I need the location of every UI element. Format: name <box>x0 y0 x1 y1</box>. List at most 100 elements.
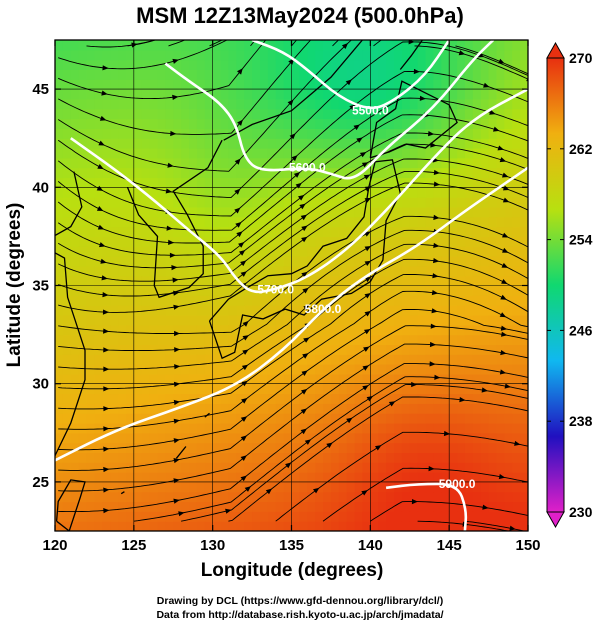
streamline-arrow <box>489 109 496 115</box>
field-cell <box>283 472 293 483</box>
field-cell <box>62 452 72 463</box>
field-cell <box>354 177 364 188</box>
field-cell <box>189 98 198 110</box>
field-cell <box>220 334 229 345</box>
streamline-arrow <box>499 157 507 163</box>
field-cell <box>275 265 285 277</box>
field-cell <box>504 108 513 120</box>
field-cell <box>70 256 80 267</box>
field-cell <box>55 49 64 61</box>
field-cell <box>157 79 166 90</box>
field-cell <box>394 344 403 355</box>
field-cell <box>354 256 364 267</box>
field-cell <box>157 49 166 61</box>
field-cell <box>189 305 198 316</box>
field-cell <box>480 59 490 70</box>
field-cell <box>110 393 119 404</box>
field-cell <box>275 403 285 414</box>
field-cell <box>94 521 103 531</box>
field-cell <box>212 442 222 453</box>
field-cell <box>315 285 324 296</box>
streamline-arrow <box>102 292 109 298</box>
field-cell <box>236 226 245 237</box>
field-cell <box>228 118 237 129</box>
field-cell <box>283 59 293 70</box>
field-cell <box>181 462 190 473</box>
field-cell <box>110 315 119 326</box>
field-cell <box>212 275 222 287</box>
field-cell <box>457 354 466 365</box>
field-cell <box>409 423 419 434</box>
field-cell <box>354 148 364 159</box>
field-cell <box>378 118 387 129</box>
field-cell <box>457 521 466 531</box>
field-cell <box>220 295 229 306</box>
field-cell <box>346 315 356 326</box>
field-cell <box>464 521 474 531</box>
field-cell <box>512 452 521 463</box>
field-cell <box>496 69 505 80</box>
field-cell <box>181 305 190 316</box>
field-cell <box>78 177 88 188</box>
field-cell <box>189 216 198 228</box>
field-cell <box>480 246 490 257</box>
field-cell <box>330 511 340 522</box>
field-cell <box>457 481 466 493</box>
field-cell <box>212 256 222 267</box>
field-cell <box>370 315 379 326</box>
field-cell <box>165 79 174 90</box>
field-cell <box>354 59 364 70</box>
field-cell <box>425 118 434 129</box>
field-cell <box>386 501 395 512</box>
field-cell <box>196 79 206 90</box>
field-cell <box>488 236 498 247</box>
field-cell <box>78 511 88 522</box>
field-cell <box>220 511 229 522</box>
field-cell <box>409 128 419 139</box>
field-cell <box>181 501 190 512</box>
field-cell <box>512 167 521 179</box>
field-cell <box>86 305 95 316</box>
field-cell <box>488 69 498 80</box>
field-cell <box>346 138 356 149</box>
field-cell <box>212 59 222 70</box>
field-cell <box>346 128 356 139</box>
field-cell <box>220 118 229 129</box>
field-cell <box>433 462 442 473</box>
field-cell <box>196 197 206 208</box>
field-cell <box>409 236 419 247</box>
field-cell <box>378 521 387 531</box>
field-cell <box>204 79 214 90</box>
field-cell <box>370 177 379 188</box>
field-cell <box>196 491 206 503</box>
field-cell <box>480 265 490 277</box>
field-cell <box>330 285 340 296</box>
field-cell <box>126 373 135 385</box>
field-cell <box>157 373 166 385</box>
field-cell <box>315 501 324 512</box>
field-cell <box>378 285 387 296</box>
field-cell <box>173 118 182 129</box>
field-cell <box>464 501 474 512</box>
field-cell <box>323 138 332 149</box>
field-cell <box>252 256 261 267</box>
field-cell <box>354 334 364 345</box>
field-cell <box>441 187 450 198</box>
field-cell <box>291 364 300 375</box>
field-cell <box>504 69 513 80</box>
field-cell <box>291 216 300 228</box>
streamline-arrow <box>173 418 180 424</box>
field-cell <box>181 256 190 267</box>
streamline-arrow <box>353 124 360 131</box>
field-cell <box>520 403 528 414</box>
field-cell <box>55 383 64 395</box>
field-cell <box>244 305 253 316</box>
field-cell <box>252 491 261 503</box>
field-cell <box>141 403 151 414</box>
field-cell <box>417 40 427 51</box>
coastline <box>204 412 210 418</box>
field-cell <box>204 236 214 247</box>
field-cell <box>126 138 135 149</box>
field-cell <box>62 364 72 375</box>
field-cell <box>512 79 521 90</box>
